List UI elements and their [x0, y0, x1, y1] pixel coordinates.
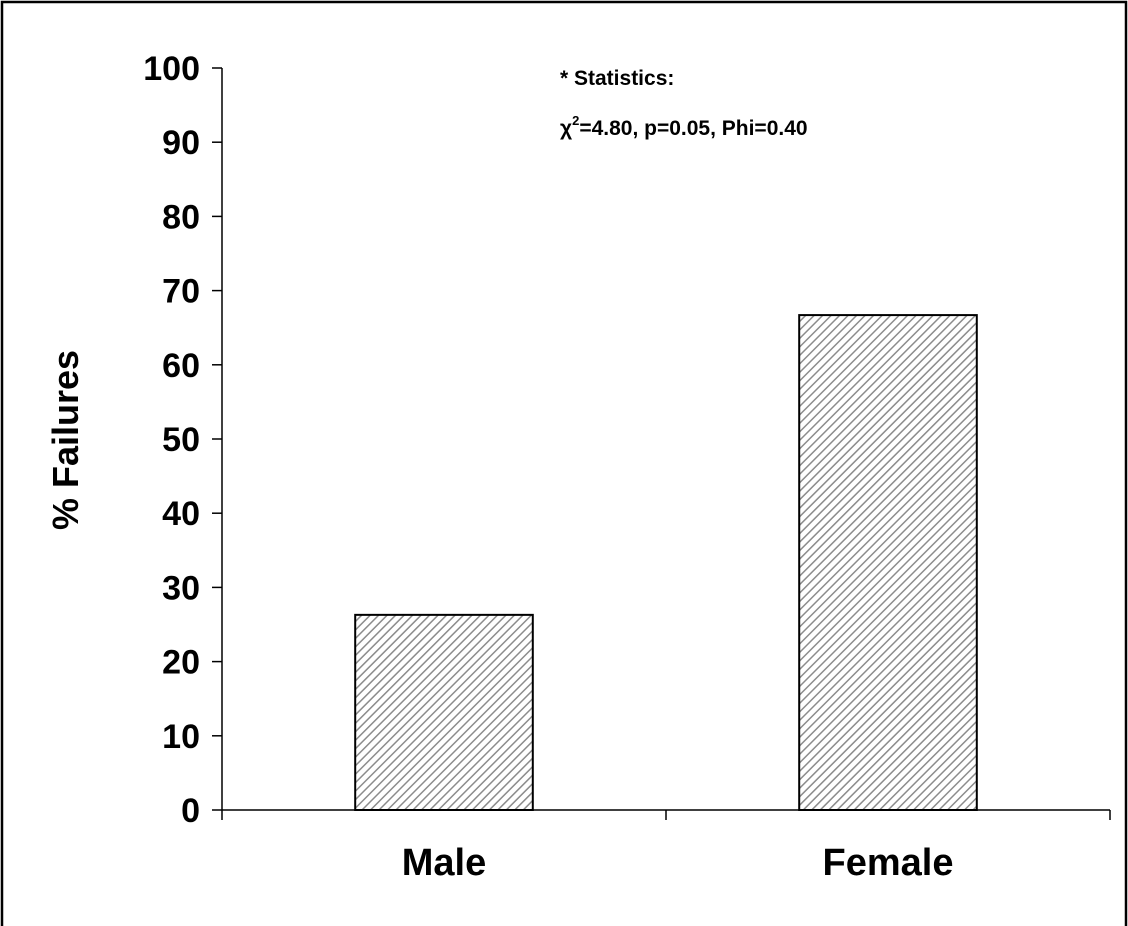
x-category-label: Male [402, 842, 486, 884]
y-tick-label: 70 [162, 273, 200, 311]
y-tick-label: 20 [162, 644, 200, 682]
y-tick-label: 50 [162, 421, 200, 459]
y-tick-label: 0 [181, 792, 200, 830]
bars [354, 314, 978, 811]
tick-labels: 0 10 20 30 40 50 60 70 80 90 100 Male Female [143, 50, 953, 884]
statistics-values: χ2=4.80, p=0.05, Phi=0.40 [560, 113, 808, 140]
statistics-heading: * Statistics: [560, 67, 674, 90]
y-tick-label: 30 [162, 569, 200, 607]
y-tick-label: 10 [162, 718, 200, 756]
chi-symbol: χ [560, 117, 572, 140]
statistics-values-text: =4.80, p=0.05, Phi=0.40 [579, 117, 807, 140]
y-tick-label: 100 [143, 50, 200, 88]
y-axis-title: % Failures [45, 350, 86, 530]
y-tick-label: 80 [162, 198, 200, 236]
y-tick-label: 60 [162, 347, 200, 385]
x-category-label: Female [823, 842, 954, 884]
bar-male [354, 613, 534, 811]
chi-superscript: 2 [572, 113, 579, 128]
y-tick-label: 40 [162, 495, 200, 533]
y-tick-label: 90 [162, 124, 200, 162]
bar-female [798, 314, 978, 811]
